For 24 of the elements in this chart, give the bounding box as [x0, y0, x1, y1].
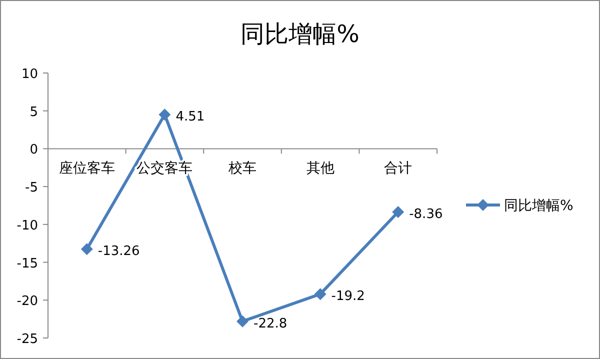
y-tick-label: 5 — [30, 104, 38, 120]
data-label: -22.8 — [254, 316, 288, 332]
x-tick-label: 其他 — [306, 160, 334, 177]
y-tick-label: -15 — [16, 256, 38, 272]
point — [236, 315, 248, 328]
x-tick-label: 校车 — [228, 160, 256, 177]
data-label: 4.51 — [176, 110, 205, 125]
point — [80, 243, 93, 256]
y-tick-label: -25 — [16, 332, 38, 347]
x-tick-label: 座位客车 — [58, 160, 115, 177]
point — [314, 288, 326, 300]
y-tick-label: 0 — [30, 142, 38, 158]
y-tick-label: -20 — [16, 294, 38, 310]
y-tick-label: 10 — [21, 67, 38, 82]
data-label: -13.26 — [98, 244, 140, 260]
x-tick-label: 合计 — [384, 160, 412, 177]
y-tick-label: -5 — [25, 180, 38, 196]
point — [158, 108, 171, 121]
data-label: -19.2 — [331, 289, 365, 304]
point — [392, 206, 404, 218]
y-tick-label: -10 — [16, 218, 38, 234]
legend-label: 同比增幅% — [504, 198, 574, 214]
chart-title: 同比增幅% — [240, 20, 360, 48]
data-label: -8.36 — [409, 207, 443, 222]
